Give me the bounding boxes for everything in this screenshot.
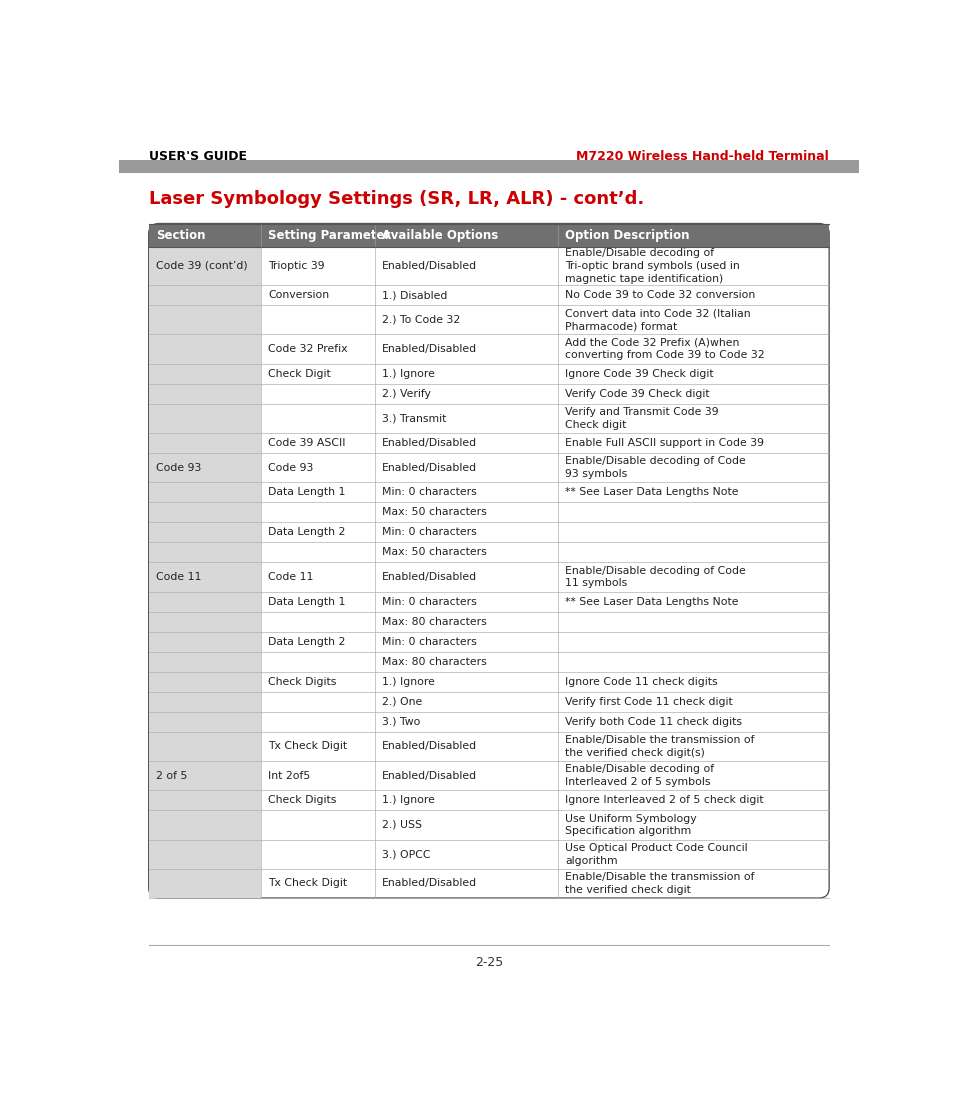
Text: Verify Code 39 Check digit: Verify Code 39 Check digit: [564, 389, 709, 399]
Text: Ignore Code 11 check digits: Ignore Code 11 check digits: [564, 677, 717, 687]
Text: Code 93: Code 93: [268, 463, 314, 473]
Text: Check Digits: Check Digits: [268, 677, 336, 687]
Text: Enable Full ASCII support in Code 39: Enable Full ASCII support in Code 39: [564, 438, 763, 448]
Text: Data Length 1: Data Length 1: [268, 597, 345, 607]
Text: Int 2of5: Int 2of5: [268, 771, 310, 781]
Text: Option Description: Option Description: [564, 229, 689, 241]
Text: Convert data into Code 32 (Italian
Pharmacode) format: Convert data into Code 32 (Italian Pharm…: [564, 308, 750, 331]
Text: Tx Check Digit: Tx Check Digit: [268, 742, 347, 752]
Text: ** See Laser Data Lengths Note: ** See Laser Data Lengths Note: [564, 487, 738, 497]
Text: Code 93: Code 93: [155, 463, 201, 473]
Bar: [149, 224, 828, 247]
Text: Section: Section: [155, 229, 205, 241]
Text: Use Uniform Symbology
Specification algorithm: Use Uniform Symbology Specification algo…: [564, 814, 696, 836]
Text: Data Length 2: Data Length 2: [268, 637, 345, 647]
Text: 2.) USS: 2.) USS: [381, 820, 421, 830]
Text: Enable/Disable decoding of Code
93 symbols: Enable/Disable decoding of Code 93 symbo…: [564, 456, 745, 479]
Bar: [149, 761, 261, 898]
Text: Verify first Code 11 check digit: Verify first Code 11 check digit: [564, 697, 732, 707]
Text: Code 11: Code 11: [268, 572, 314, 582]
Bar: [149, 453, 261, 563]
Text: Code 39 (cont’d): Code 39 (cont’d): [155, 261, 247, 271]
Text: Data Length 2: Data Length 2: [268, 527, 345, 537]
Text: M7220 Wireless Hand-held Terminal: M7220 Wireless Hand-held Terminal: [576, 150, 828, 163]
Text: 2-25: 2-25: [475, 956, 502, 970]
Text: Max: 80 characters: Max: 80 characters: [381, 617, 486, 627]
Text: Max: 50 characters: Max: 50 characters: [381, 507, 486, 517]
Text: 2.) Verify: 2.) Verify: [381, 389, 431, 399]
Text: Setting Parameter: Setting Parameter: [268, 229, 390, 241]
Text: Check Digits: Check Digits: [268, 795, 336, 805]
Text: Trioptic 39: Trioptic 39: [268, 261, 324, 271]
Bar: [119, 160, 858, 173]
Text: Verify and Transmit Code 39
Check digit: Verify and Transmit Code 39 Check digit: [564, 407, 718, 429]
Text: Data Length 1: Data Length 1: [268, 487, 345, 497]
Text: Conversion: Conversion: [268, 290, 329, 300]
Text: Min: 0 characters: Min: 0 characters: [381, 597, 476, 607]
Text: 2.) To Code 32: 2.) To Code 32: [381, 315, 459, 325]
Text: Enabled/Disabled: Enabled/Disabled: [381, 742, 476, 752]
Text: Max: 50 characters: Max: 50 characters: [381, 547, 486, 557]
Text: USER'S GUIDE: USER'S GUIDE: [149, 150, 247, 163]
Text: Check Digit: Check Digit: [268, 369, 331, 379]
Text: Enabled/Disabled: Enabled/Disabled: [381, 771, 476, 781]
Text: 2 of 5: 2 of 5: [155, 771, 187, 781]
Bar: [149, 563, 261, 761]
Text: Ignore Interleaved 2 of 5 check digit: Ignore Interleaved 2 of 5 check digit: [564, 795, 762, 805]
Text: Enabled/Disabled: Enabled/Disabled: [381, 438, 476, 448]
Text: Add the Code 32 Prefix (A)when
converting from Code 39 to Code 32: Add the Code 32 Prefix (A)when convertin…: [564, 338, 763, 360]
Text: Code 39 ASCII: Code 39 ASCII: [268, 438, 345, 448]
Text: Max: 80 characters: Max: 80 characters: [381, 657, 486, 667]
Text: Min: 0 characters: Min: 0 characters: [381, 637, 476, 647]
Text: 3.) Transmit: 3.) Transmit: [381, 414, 446, 424]
Text: 1.) Ignore: 1.) Ignore: [381, 795, 435, 805]
Text: Code 32 Prefix: Code 32 Prefix: [268, 344, 347, 354]
Text: 3.) Two: 3.) Two: [381, 717, 420, 727]
Text: Min: 0 characters: Min: 0 characters: [381, 487, 476, 497]
FancyBboxPatch shape: [149, 224, 828, 898]
Text: Enabled/Disabled: Enabled/Disabled: [381, 878, 476, 888]
Bar: [149, 247, 261, 453]
Text: ** See Laser Data Lengths Note: ** See Laser Data Lengths Note: [564, 597, 738, 607]
Text: Min: 0 characters: Min: 0 characters: [381, 527, 476, 537]
Text: Laser Symbology Settings (SR, LR, ALR) - cont’d.: Laser Symbology Settings (SR, LR, ALR) -…: [149, 190, 643, 208]
Text: Enable/Disable decoding of Code
11 symbols: Enable/Disable decoding of Code 11 symbo…: [564, 566, 745, 588]
Text: 1.) Ignore: 1.) Ignore: [381, 369, 435, 379]
Text: Available Options: Available Options: [381, 229, 497, 241]
Text: Enabled/Disabled: Enabled/Disabled: [381, 463, 476, 473]
Text: Verify both Code 11 check digits: Verify both Code 11 check digits: [564, 717, 741, 727]
Text: No Code 39 to Code 32 conversion: No Code 39 to Code 32 conversion: [564, 290, 755, 300]
Text: 1.) Ignore: 1.) Ignore: [381, 677, 435, 687]
Text: Enabled/Disabled: Enabled/Disabled: [381, 261, 476, 271]
Text: Enabled/Disabled: Enabled/Disabled: [381, 572, 476, 582]
Text: Tx Check Digit: Tx Check Digit: [268, 878, 347, 888]
Text: Ignore Code 39 Check digit: Ignore Code 39 Check digit: [564, 369, 713, 379]
Text: Enable/Disable the transmission of
the verified check digit: Enable/Disable the transmission of the v…: [564, 872, 754, 895]
Text: 3.) OPCC: 3.) OPCC: [381, 850, 430, 860]
Text: Enable/Disable decoding of
Tri-optic brand symbols (used in
magnetic tape identi: Enable/Disable decoding of Tri-optic bra…: [564, 248, 739, 284]
Text: Enable/Disable the transmission of
the verified check digit(s): Enable/Disable the transmission of the v…: [564, 735, 754, 757]
Text: 1.) Disabled: 1.) Disabled: [381, 290, 447, 300]
Text: Enable/Disable decoding of
Interleaved 2 of 5 symbols: Enable/Disable decoding of Interleaved 2…: [564, 764, 713, 787]
Text: Enabled/Disabled: Enabled/Disabled: [381, 344, 476, 354]
Text: Code 11: Code 11: [155, 572, 201, 582]
Text: 2.) One: 2.) One: [381, 697, 422, 707]
Text: Use Optical Product Code Council
algorithm: Use Optical Product Code Council algorit…: [564, 843, 747, 865]
